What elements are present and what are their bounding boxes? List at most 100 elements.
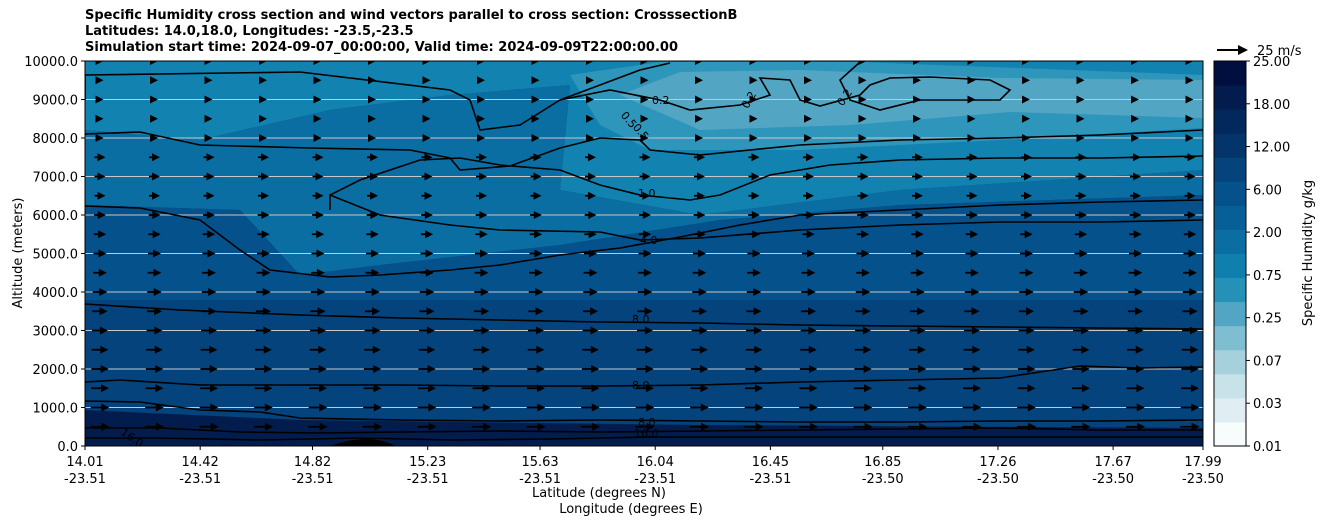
wind-vector: [1185, 134, 1194, 142]
wind-vector: [473, 307, 490, 316]
wind-vector: [1128, 268, 1143, 277]
wind-vector: [311, 249, 325, 258]
wind-vector: [639, 211, 651, 219]
wind-vector: [308, 422, 328, 431]
wind-vector: [1076, 95, 1085, 104]
wind-vector: [203, 153, 215, 162]
wind-vector: [854, 365, 872, 373]
wind-vector: [313, 134, 322, 142]
wind-vector: [1182, 326, 1198, 335]
wind-vector: [858, 95, 867, 104]
wind-vector: [965, 249, 979, 258]
wind-vector: [639, 172, 651, 181]
x-tick-lon-1: -23.51: [179, 472, 221, 487]
colorbar-segment-11: [1214, 157, 1246, 182]
wind-vector: [526, 403, 546, 412]
chart-title-line-1: Specific Humidity cross section and wind…: [85, 8, 738, 23]
wind-vector: [639, 191, 651, 200]
x-tick-lat-10: 17.99: [1184, 455, 1221, 470]
wind-vector: [148, 211, 161, 219]
y-tick-label-3: 3000.0: [33, 325, 79, 340]
wind-vector: [258, 153, 269, 162]
wind-vector: [147, 268, 162, 277]
wind-vector: [1073, 307, 1089, 316]
colorbar-frame: [1213, 60, 1247, 447]
wind-vector: [695, 76, 703, 85]
wind-vector: [910, 249, 925, 258]
wind-vector: [1074, 249, 1088, 258]
wind-vector: [908, 403, 927, 412]
wind-vector: [802, 211, 815, 219]
wind-vector: [312, 172, 324, 181]
wind-vector: [477, 61, 485, 65]
wind-vector: [963, 384, 981, 393]
colorbar: [1214, 61, 1246, 447]
wind-vector: [1131, 114, 1139, 123]
wind-vector: [93, 268, 107, 277]
wind-vector: [1022, 76, 1030, 85]
wind-vector: [690, 384, 709, 393]
wind-vector: [638, 268, 652, 277]
wind-vector: [531, 134, 540, 142]
wind-vector: [586, 61, 594, 65]
wind-vector: [967, 134, 976, 142]
wind-vector: [910, 288, 925, 296]
wind-vector: [803, 191, 814, 200]
x-tick-lat-4: 15.63: [521, 455, 558, 470]
wind-vector: [93, 249, 107, 258]
wind-vector: [1127, 307, 1144, 316]
wind-vector: [1018, 326, 1035, 335]
y-axis: 0.0 1000.0 2000.0 3000.0 4000.0 5000.0 6000.0 7…: [24, 55, 85, 455]
wind-vector: [907, 422, 928, 431]
wind-vector: [1072, 365, 1090, 373]
wind-vector: [1129, 230, 1142, 239]
wind-vector: [420, 230, 434, 239]
wind-vector: [530, 153, 542, 162]
wind-vector: [474, 268, 489, 277]
wind-vector: [531, 114, 540, 123]
wind-vector: [963, 365, 981, 373]
wind-vector: [204, 76, 213, 85]
wind-vector: [420, 249, 434, 258]
wind-vector: [1184, 211, 1196, 219]
wind-vector: [255, 307, 272, 316]
wind-vector: [530, 172, 542, 181]
contour-line-0-2-left: [85, 62, 671, 131]
wind-vector: [365, 288, 380, 296]
wind-vector: [1131, 76, 1139, 85]
wind-vector: [362, 422, 383, 431]
wind-vector: [310, 288, 326, 296]
wind-vector: [471, 422, 492, 431]
wind-vector: [365, 268, 380, 277]
wind-vector: [694, 191, 705, 200]
wind-vector: [1022, 95, 1030, 104]
wind-vector: [1071, 422, 1091, 431]
y-tick-label-4: 4000.0: [33, 286, 79, 301]
wind-vector: [472, 384, 491, 393]
wind-vector: [150, 76, 158, 85]
chart-title-line-3: Simulation start time: 2024-09-07_00:00:…: [85, 40, 678, 55]
wind-vectors: [90, 61, 1200, 431]
wind-vector: [636, 345, 654, 354]
wind-vector: [91, 384, 109, 393]
wind-vector: [1076, 61, 1085, 65]
x-tick-lat-1: 14.42: [182, 455, 219, 470]
wind-vector: [695, 61, 703, 65]
x-tick-lat-3: 15.23: [409, 455, 446, 470]
humidity-band-mid: [85, 300, 1203, 446]
wind-vector: [531, 61, 540, 65]
wind-vector: [145, 384, 164, 393]
wind-vector: [255, 326, 272, 335]
wind-vector: [1017, 384, 1036, 393]
wind-vector: [799, 384, 818, 393]
wind-vector: [800, 307, 817, 316]
wind-vector: [257, 211, 270, 219]
contour-label-6: 4.0: [640, 234, 658, 247]
wind-vector: [256, 249, 271, 258]
contour-line-8-0-upper: [85, 303, 1203, 330]
wind-vector: [1017, 403, 1036, 412]
x-tick-lon-10: -23.50: [1182, 472, 1224, 487]
wind-vector: [255, 345, 272, 354]
wind-vector: [1180, 422, 1200, 431]
wind-vector: [310, 326, 326, 335]
